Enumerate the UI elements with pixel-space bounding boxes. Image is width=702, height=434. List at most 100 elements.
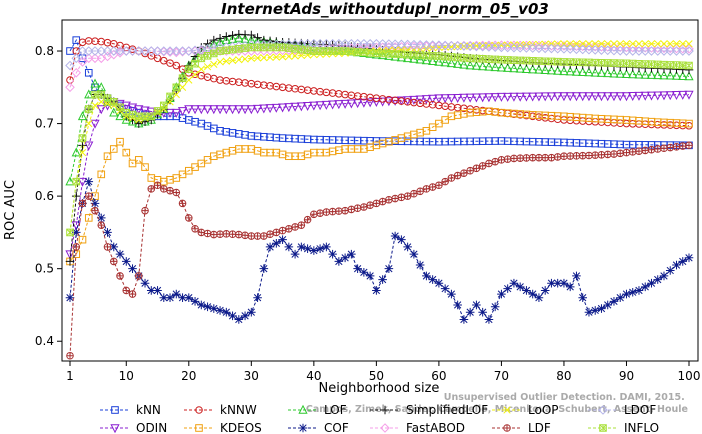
data-point-loop: [91, 101, 99, 110]
data-point-ldof: [596, 45, 607, 55]
data-point-ldf: [572, 152, 581, 160]
data-point-loop: [172, 90, 180, 99]
data-point-odin: [496, 92, 507, 102]
data-point-odin: [90, 119, 100, 129]
data-point-loop: [235, 56, 243, 64]
data-point-ldf: [428, 183, 437, 191]
data-point-cof: [572, 271, 581, 281]
y-axis-label: ROC AUC: [3, 180, 18, 240]
x-tick-label: 30: [244, 369, 259, 383]
series-cof: [65, 177, 694, 324]
data-point-fastabod: [465, 40, 475, 51]
data-point-odin: [440, 94, 450, 104]
data-point-ldof: [96, 46, 107, 56]
x-tick-label: 10: [119, 369, 134, 383]
data-point-ldof: [390, 39, 400, 50]
data-point-cof: [222, 307, 231, 317]
data-point-simplifiedlof: [78, 141, 87, 150]
data-point-ldof: [471, 41, 482, 52]
data-point-ldf: [603, 150, 612, 159]
data-point-fastabod: [677, 43, 688, 54]
data-point-odin: [571, 92, 582, 102]
data-point-lof: [434, 56, 444, 66]
data-point-odin: [215, 105, 225, 115]
data-point-ldof: [615, 45, 626, 56]
data-point-ldf: [222, 230, 231, 238]
data-point-cof: [472, 300, 481, 310]
data-point-odin: [234, 105, 244, 115]
data-point-cof: [159, 293, 169, 303]
data-point-cof: [422, 271, 431, 281]
data-point-odin: [165, 108, 175, 118]
data-point-odin: [96, 105, 106, 115]
data-point-lof: [465, 60, 475, 70]
series-inflo: [66, 43, 693, 237]
x-tick-label: 100: [678, 369, 701, 383]
data-point-cof: [347, 249, 356, 259]
data-point-odin: [252, 104, 263, 114]
data-point-odin: [171, 108, 181, 118]
data-point-fastabod: [609, 42, 619, 52]
data-point-ldf: [678, 142, 687, 150]
data-point-odin: [365, 98, 375, 108]
data-point-cof: [209, 304, 219, 313]
data-point-cof: [115, 249, 125, 259]
data-point-odin: [615, 92, 625, 102]
data-point-loop: [660, 40, 668, 48]
data-point-ldof: [115, 46, 125, 56]
data-point-fastabod: [534, 40, 544, 51]
data-point-odin: [403, 96, 413, 106]
data-point-loop: [635, 40, 643, 48]
data-point-ldf: [410, 189, 418, 198]
data-point-loop: [203, 63, 212, 71]
data-point-loop: [178, 83, 187, 91]
data-point-cof: [497, 289, 506, 299]
data-point-fastabod: [590, 41, 601, 52]
x-tick-label: 50: [369, 369, 384, 383]
data-point-loop: [666, 40, 674, 48]
data-point-inflo: [541, 57, 549, 66]
data-point-cof: [84, 177, 94, 186]
data-point-fastabod: [71, 67, 82, 78]
data-point-ldf: [553, 153, 562, 161]
series-line-odin: [69, 94, 690, 255]
data-point-loop: [291, 52, 299, 60]
series-line-cof: [69, 179, 690, 321]
data-point-fastabod: [565, 41, 576, 51]
data-point-cof: [353, 264, 362, 273]
data-point-inflo: [616, 59, 625, 68]
data-point-inflo: [153, 107, 162, 115]
data-point-cof: [672, 260, 681, 270]
legend-item-loop: LoOP: [492, 403, 559, 417]
legend-label-lof: LOF: [324, 403, 347, 417]
data-point-odin: [671, 91, 682, 101]
data-point-inflo: [203, 52, 212, 60]
data-point-odin: [309, 101, 319, 111]
data-point-inflo: [641, 60, 650, 68]
data-point-lof: [471, 60, 482, 70]
data-point-ldf: [397, 193, 406, 202]
data-point-ldf: [578, 151, 587, 160]
data-point-odin: [471, 93, 482, 103]
data-point-cof: [197, 300, 206, 310]
watermark-line-2: Campos, Zimek, Sander, Campello, Micenko…: [306, 404, 688, 415]
data-point-cof: [540, 286, 550, 295]
data-point-ldof: [415, 39, 425, 50]
data-point-cof: [372, 286, 381, 295]
data-point-fastabod: [490, 40, 500, 51]
data-point-fastabod: [471, 40, 482, 51]
data-point-ldf: [653, 145, 662, 153]
x-tick-label: 80: [556, 369, 571, 383]
data-point-odin: [246, 105, 256, 115]
data-point-loop: [447, 43, 456, 51]
data-point-odin: [490, 93, 500, 103]
data-point-ldof: [509, 42, 519, 53]
data-point-loop: [610, 40, 618, 48]
data-point-odin: [528, 92, 538, 102]
data-point-knnw: [210, 74, 218, 83]
data-point-fastabod: [83, 53, 94, 64]
data-point-odin: [65, 250, 75, 260]
legend-label-ldf: LDF: [528, 421, 551, 434]
data-point-ldf: [103, 243, 112, 251]
data-point-odin: [640, 91, 650, 101]
